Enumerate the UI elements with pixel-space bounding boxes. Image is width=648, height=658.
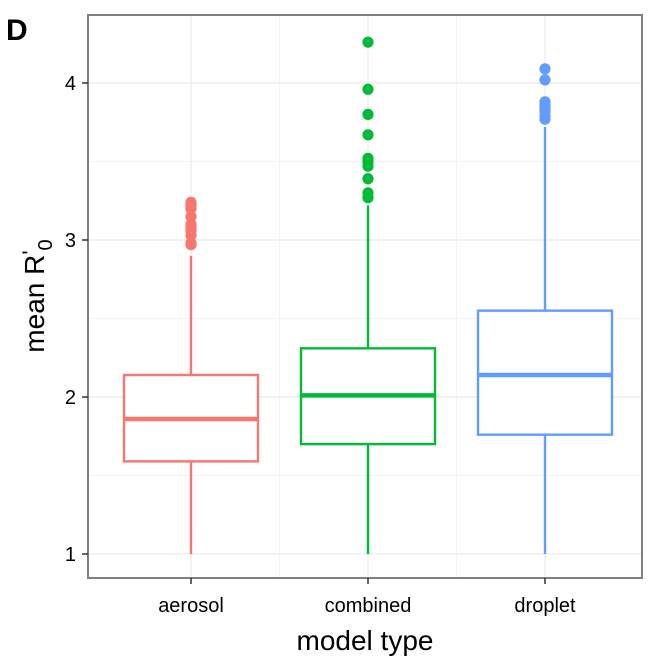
y-axis-title-prime: ' (18, 250, 43, 254)
y-axis-title-subscript: 0 (35, 239, 57, 250)
outlier-point (185, 218, 197, 230)
outlier-point (362, 152, 374, 164)
outlier-point (362, 36, 374, 48)
x-tick-label: aerosol (158, 595, 224, 617)
plot-border (87, 14, 643, 579)
outlier-point (185, 237, 197, 249)
panel-label: D (6, 14, 28, 47)
outlier-point (539, 74, 551, 86)
outlier-point (362, 83, 374, 95)
grid (88, 15, 642, 578)
y-axis-title: mean R'0 (18, 239, 57, 352)
boxes (122, 36, 614, 554)
y-tick-label: 2 (65, 387, 76, 409)
outlier-point (539, 96, 551, 108)
outlier-point (362, 173, 374, 185)
outlier-point (185, 196, 197, 208)
box-aerosol (122, 196, 260, 554)
y-tick-label: 1 (65, 544, 76, 566)
x-tick-label: combined (325, 595, 412, 617)
x-axis-ticks: aerosol combined droplet (158, 578, 576, 617)
y-tick-label: 4 (65, 73, 76, 95)
x-tick-label: droplet (514, 595, 576, 617)
outlier-point (362, 187, 374, 199)
box-combined (299, 36, 437, 554)
box-iqr (476, 309, 614, 436)
outlier-point (185, 210, 197, 223)
y-axis-title-main: mean R (19, 255, 50, 353)
outlier-point (362, 108, 374, 120)
x-axis-title: model type (297, 625, 434, 656)
outlier-point (362, 129, 374, 141)
y-axis-ticks: 1 2 3 4 (65, 73, 88, 566)
box-droplet (476, 63, 614, 554)
outlier-point (539, 63, 551, 75)
y-tick-label: 3 (65, 230, 76, 252)
